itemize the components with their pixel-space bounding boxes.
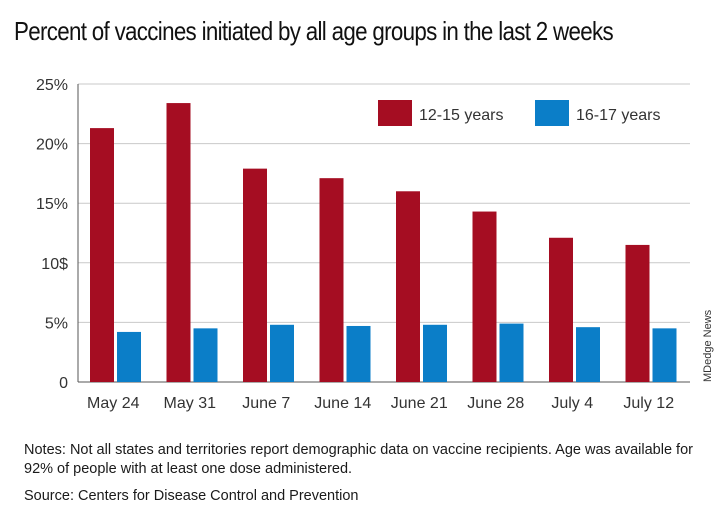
bar-12-15 [319,178,344,382]
y-tick-label: 15% [36,196,68,213]
y-tick-label: 25% [36,77,68,94]
bar-12-15 [90,128,114,382]
bar-16-17 [652,328,677,382]
source-text: Centers for Disease Control and Preventi… [73,488,359,504]
credit: MDedge News [702,309,714,382]
x-tick-label: June 14 [314,395,371,412]
x-tick-label: June 28 [467,395,524,412]
bar-16-17 [576,327,600,382]
x-tick-label: June 21 [391,395,448,412]
bar-12-15 [625,244,650,382]
x-tick-label: July 4 [551,395,593,412]
bar-12-15 [166,103,191,383]
x-tick-label: May 24 [87,395,140,412]
bar-16-17 [117,331,141,382]
bar-12-15 [472,211,497,382]
notes: Notes: Not all states and territories re… [24,441,704,479]
y-tick-label: 20% [36,137,68,154]
bar-12-15 [243,168,267,382]
y-tick-label: 5% [45,315,68,332]
bar-12-15 [549,237,573,382]
bar-16-17 [270,324,294,382]
legend-label: 16-17 years [576,107,661,124]
chart-title: Percent of vaccines initiated by all age… [14,16,614,46]
legend-swatch [378,100,412,126]
bar-16-17 [193,328,218,382]
bar-16-17 [499,323,524,382]
x-tick-label: July 12 [623,395,674,412]
x-tick-label: June 7 [242,395,290,412]
legend-label: 12-15 years [419,107,504,124]
source-label: Source: [24,488,74,504]
x-tick-label: May 31 [164,395,217,412]
notes-label: Notes: [24,442,66,458]
y-tick-label: 0 [59,375,68,392]
y-tick-label: 10$ [41,256,68,273]
bar-12-15 [396,191,420,382]
notes-text: Not all states and territories report de… [24,442,693,477]
bar-16-17 [423,324,447,382]
source: Source: Centers for Disease Control and … [24,488,359,504]
bar-16-17 [346,325,371,382]
legend-swatch [535,100,569,126]
bar-chart: 0 5% 10$ 15% 20% 25% May 24 May 31 June 7 June 14… [36,77,690,412]
